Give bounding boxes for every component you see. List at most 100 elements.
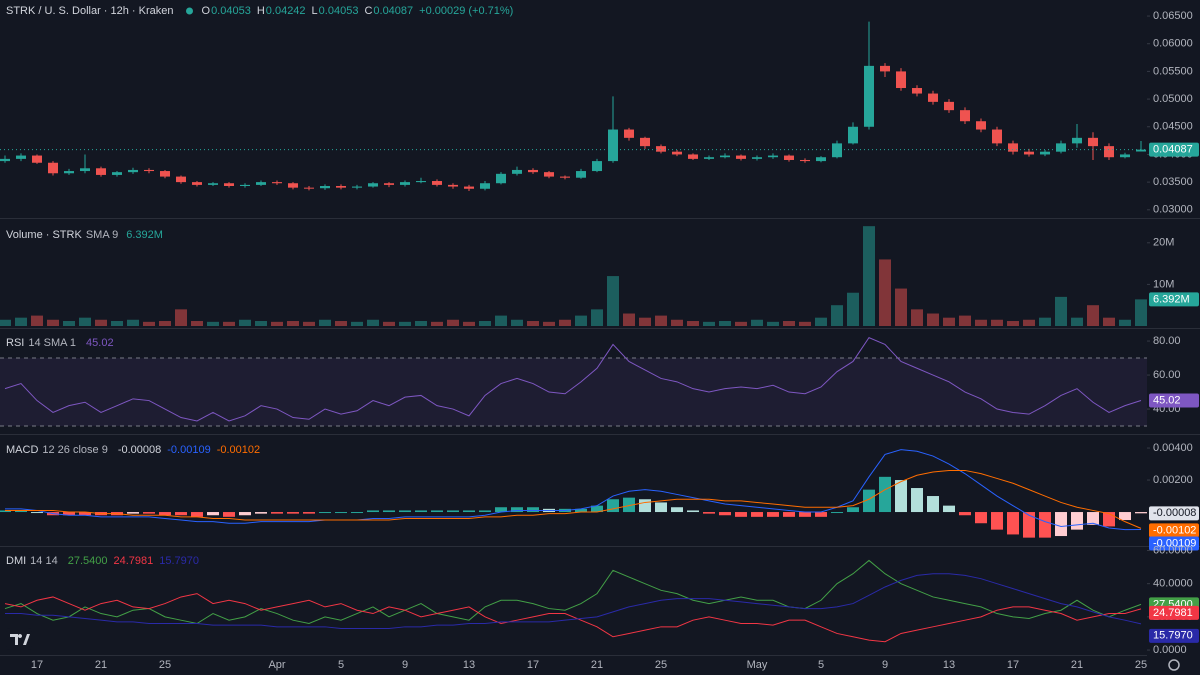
legend-text: C — [364, 5, 372, 17]
histogram-bar — [383, 510, 395, 513]
legend-text: 27.5400 — [68, 555, 108, 567]
histogram-bar — [63, 512, 75, 516]
legend-text: RSI — [6, 337, 24, 349]
histogram-bar — [303, 512, 315, 514]
settings-icon[interactable] — [1168, 659, 1180, 671]
volume-bar — [255, 321, 267, 326]
volume-bar — [815, 317, 827, 326]
volume-bar — [783, 321, 795, 326]
candle-body — [896, 71, 906, 89]
candle-body — [160, 171, 170, 177]
candle-body — [1056, 143, 1066, 152]
value-badge-label: 0.04087 — [1153, 144, 1193, 156]
volume-bar — [415, 321, 427, 326]
y-tick-label: 0.00200 — [1153, 474, 1193, 486]
volume-bar — [687, 321, 699, 326]
histogram-bar — [591, 505, 603, 513]
histogram-bar — [1039, 512, 1051, 538]
candle-body — [704, 157, 714, 159]
volume-bar — [799, 321, 811, 326]
histogram-bar — [671, 507, 683, 513]
volume-bar — [975, 319, 987, 326]
x-tick-label: 21 — [95, 659, 107, 671]
histogram-bar — [367, 510, 379, 513]
volume-bar — [335, 321, 347, 326]
volume-bar — [559, 319, 571, 326]
value-badge — [1149, 628, 1199, 643]
candle-body — [1136, 149, 1146, 152]
histogram-bar — [895, 480, 907, 513]
x-tick-label: 9 — [882, 659, 888, 671]
volume-bar — [31, 315, 43, 326]
volume-bar — [719, 321, 731, 326]
histogram-bar — [1135, 512, 1147, 514]
candle-body — [1104, 146, 1114, 158]
y-tick-label: 60.00 — [1153, 369, 1181, 381]
gear — [1168, 659, 1180, 671]
candle-body — [624, 129, 634, 138]
volume-bar — [303, 321, 315, 326]
tradingview-logo[interactable] — [6, 628, 32, 650]
x-tick-label: 17 — [31, 659, 43, 671]
histogram-bar — [255, 512, 267, 514]
status-dot — [186, 7, 193, 15]
legend-text: DMI — [6, 555, 26, 567]
volume-bar — [95, 319, 107, 326]
volume-bar — [1135, 299, 1147, 326]
candle-body — [384, 183, 394, 185]
series-line — [4, 337, 1142, 422]
volume-bar — [207, 321, 219, 326]
candle-body — [240, 184, 250, 186]
candle-body — [592, 161, 602, 172]
candle-body — [800, 159, 810, 162]
volume-bar — [1007, 321, 1019, 326]
value-badge — [1149, 142, 1199, 157]
volume-bar — [63, 321, 75, 326]
legend-text: 0.04242 — [266, 5, 306, 17]
volume-bar — [1119, 319, 1131, 326]
volume-bar — [271, 321, 283, 326]
y-tick-label: 0.0000 — [1153, 644, 1187, 656]
volume-bar — [511, 319, 523, 326]
histogram-bar — [1055, 512, 1067, 537]
volume-bar — [879, 259, 891, 326]
y-tick-label: 0.03000 — [1153, 204, 1193, 216]
volume-bar — [351, 321, 363, 326]
candle-body — [752, 157, 762, 159]
volume-bar — [191, 321, 203, 326]
legend-text: 12 26 close 9 — [42, 444, 107, 456]
candle-body — [1072, 137, 1082, 144]
x-tick-label: 13 — [943, 659, 955, 671]
volume-bar — [175, 309, 187, 326]
histogram-bar — [351, 512, 363, 514]
candle-body — [336, 186, 346, 188]
x-tick-label: 25 — [159, 659, 171, 671]
candle-body — [1040, 151, 1050, 155]
legend-text: 0.04087 — [373, 5, 413, 17]
histogram-bar — [0, 510, 11, 513]
histogram-bar — [447, 510, 459, 513]
histogram-bar — [335, 512, 347, 514]
histogram-bar — [655, 502, 667, 513]
histogram-bar — [495, 507, 507, 513]
x-tick-label: 17 — [527, 659, 539, 671]
x-tick-label: 9 — [402, 659, 408, 671]
legend-text: SMA 9 — [86, 229, 118, 241]
histogram-bar — [223, 512, 235, 517]
legend-text: 14 14 — [30, 555, 58, 567]
histogram-bar — [415, 510, 427, 513]
volume-bar — [1023, 319, 1035, 326]
volume-bar — [943, 317, 955, 326]
candle-body — [176, 176, 186, 183]
candle-body — [976, 121, 986, 130]
y-tick-label: 0.05500 — [1153, 65, 1193, 77]
series-line — [5, 449, 1142, 531]
candle-body — [368, 183, 378, 187]
x-tick-label: 25 — [1135, 659, 1147, 671]
candle-body — [512, 169, 522, 174]
logo-mark — [10, 634, 30, 645]
y-tick-label: 20M — [1153, 237, 1174, 249]
x-tick-label: 13 — [463, 659, 475, 671]
candle-body — [880, 65, 890, 72]
